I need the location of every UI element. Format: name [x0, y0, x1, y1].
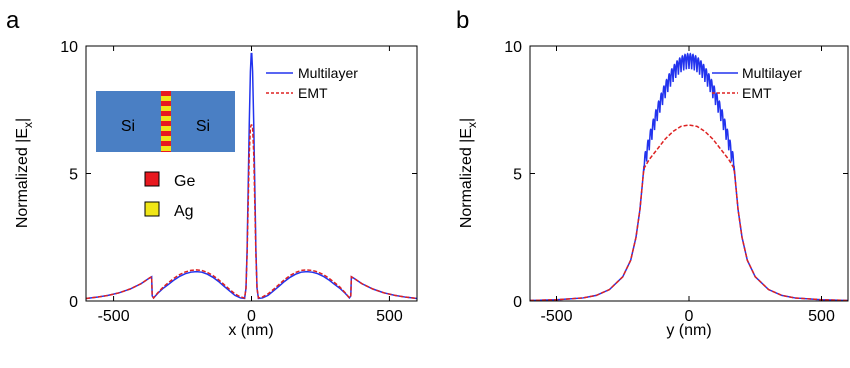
inset-stripe-layer	[161, 121, 171, 126]
legend-a-multilayer-label: Multilayer	[298, 65, 358, 81]
panel-a-series-multilayer-line	[85, 52, 418, 300]
panel-b-xtick-label: 500	[808, 308, 835, 325]
panel-a-plot-frame	[85, 45, 418, 302]
panel-a-ytick-label: 5	[69, 167, 78, 184]
inset-stripe-layer	[161, 101, 171, 106]
panel-b-xlabel: y (nm)	[666, 322, 711, 339]
panel-b-xtick-label: 0	[685, 308, 694, 325]
inset-right-label: Si	[196, 118, 210, 135]
inset-stripe-layer	[161, 131, 171, 136]
panel-b-legend: Multilayer EMT	[712, 65, 802, 101]
panel-b: b -500 0 500 0 5 10 y (nm) Normalized |Ex| Mu…	[456, 7, 849, 339]
material-ag-label: Ag	[174, 203, 194, 220]
panel-b-curves	[529, 52, 849, 302]
panel-a-ticks: -500 0 500 0 5 10	[60, 39, 417, 325]
panel-b-ylabel: Normalized |Ex|	[458, 118, 479, 228]
material-ag-swatch	[144, 201, 160, 217]
inset-stripe-layer	[161, 141, 171, 146]
inset-stripe-layer	[161, 111, 171, 116]
panel-b-series-multilayer-line	[529, 52, 849, 302]
inset-stripe-layer	[161, 116, 171, 121]
panel-b-ytick-label: 5	[513, 167, 522, 184]
panel-a-ytick-label: 10	[60, 39, 78, 56]
legend-a-emt-label: EMT	[298, 85, 328, 101]
panel-b-plot-frame	[529, 45, 849, 302]
panel-b-xtick-label: -500	[540, 308, 572, 325]
panel-label-a: a	[6, 7, 20, 34]
panel-a-ylabel: Normalized |Ex|	[14, 118, 35, 228]
legend-b-multilayer-label: Multilayer	[742, 65, 802, 81]
panel-a-legend: Multilayer EMT	[266, 65, 358, 101]
inset-stripe-layer	[161, 126, 171, 131]
inset-multilayer-stripe	[161, 91, 171, 152]
panel-a-xtick-label: 500	[376, 308, 403, 325]
material-ge-label: Ge	[174, 173, 195, 190]
panel-a-curves	[85, 52, 418, 300]
panel-a-series-emt-line	[85, 124, 418, 300]
inset-stripe-layer	[161, 96, 171, 101]
panel-b-ytick-label: 10	[504, 39, 522, 56]
panel-b-series-emt-line	[529, 124, 849, 302]
panel-a-inset: Si Si Ge Ag	[96, 91, 235, 220]
panel-b-ytick-label: 0	[513, 294, 522, 311]
inset-stripe-layer	[161, 151, 171, 152]
panel-label-b: b	[456, 7, 469, 34]
inset-stripe-layer	[161, 106, 171, 111]
inset-stripe-layer	[161, 91, 171, 96]
panel-b-ticks: -500 0 500 0 5 10	[504, 39, 848, 325]
panel-a-xtick-label: 0	[247, 308, 256, 325]
inset-stripe-layer	[161, 146, 171, 151]
panel-a-xlabel: x (nm)	[228, 322, 273, 339]
material-ge-swatch	[144, 171, 160, 187]
panel-a-xtick-label: -500	[98, 308, 130, 325]
panel-a: a -500 0 500 0 5 10 x (nm) Normalized |Ex| Mu…	[6, 7, 418, 339]
panel-a-ytick-label: 0	[69, 294, 78, 311]
inset-stripe-layer	[161, 136, 171, 141]
legend-b-emt-label: EMT	[742, 85, 772, 101]
inset-left-label: Si	[121, 118, 135, 135]
